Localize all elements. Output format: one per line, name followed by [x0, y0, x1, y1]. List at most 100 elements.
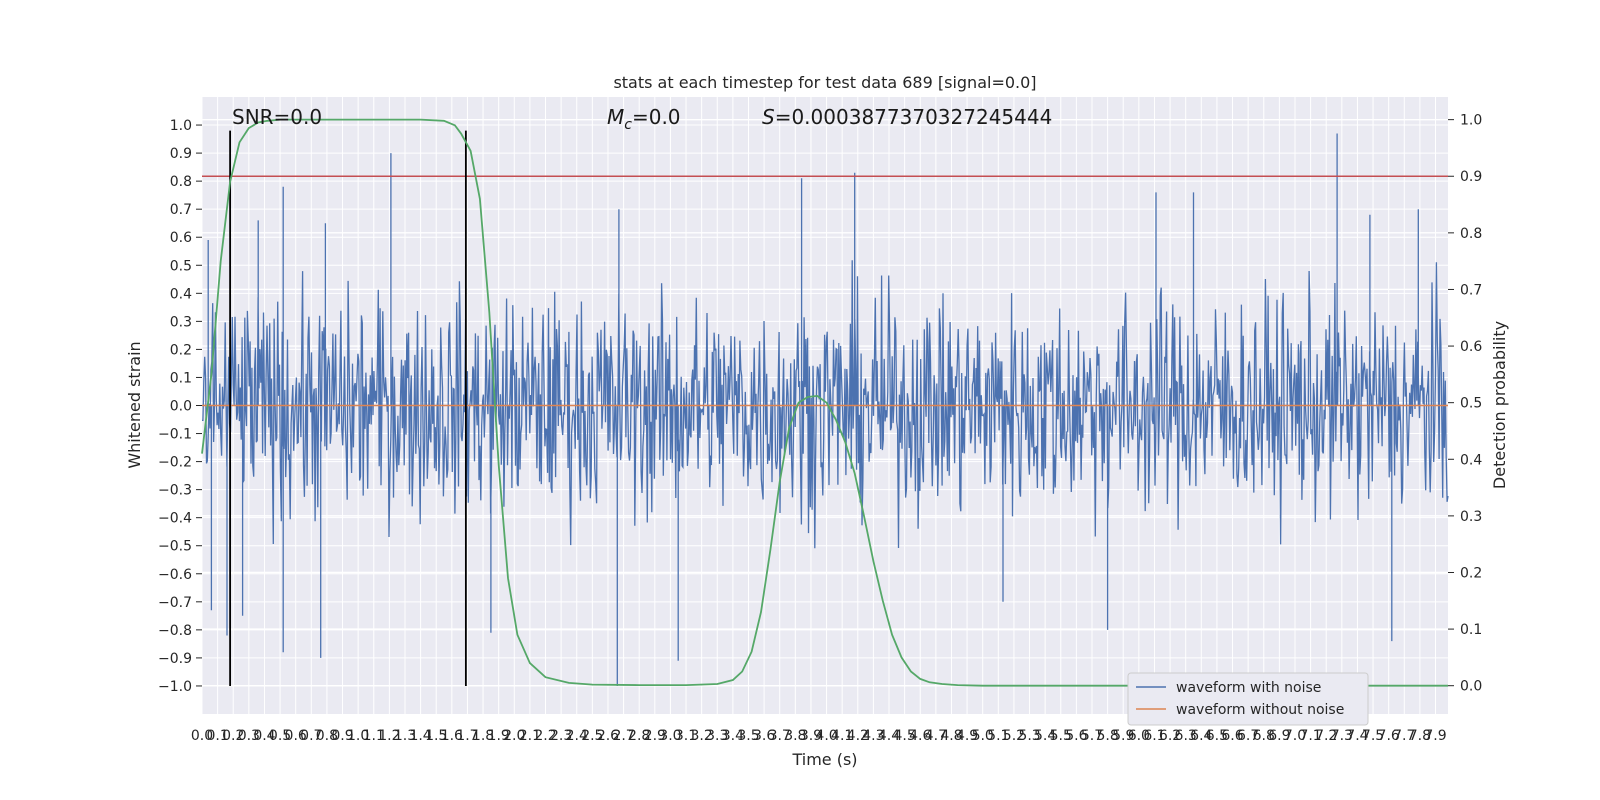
y-tick-label-left: 0.3	[170, 314, 192, 330]
x-tick-label: 0.6	[285, 728, 307, 744]
y-tick-label-right: 0.8	[1460, 226, 1482, 242]
x-tick-label: 4.3	[862, 728, 884, 744]
x-tick-label: 3.0	[659, 728, 681, 744]
x-tick-label: 4.7	[925, 728, 947, 744]
y-axis-label-right: Detection probability	[1490, 321, 1509, 489]
x-tick-label: 2.0	[503, 728, 525, 744]
x-tick-label: 3.4	[722, 728, 744, 744]
x-tick-label: 4.0	[815, 728, 837, 744]
y-tick-label-left: −0.5	[158, 539, 192, 555]
x-tick-label: 3.6	[753, 728, 775, 744]
x-tick-label: 7.0	[1284, 728, 1306, 744]
x-tick-label: 7.3	[1331, 728, 1353, 744]
x-tick-label: 6.6	[1221, 728, 1243, 744]
y-tick-label-left: 1.0	[170, 118, 192, 134]
mc-symbol: M	[607, 105, 624, 129]
x-tick-label: 3.1	[675, 728, 697, 744]
x-tick-label: 3.3	[706, 728, 728, 744]
x-tick-label: 4.6	[909, 728, 931, 744]
y-tick-label-left: −0.7	[158, 595, 192, 611]
x-tick-label: 1.7	[456, 728, 478, 744]
legend-entry-noise: waveform with noise	[1176, 680, 1321, 696]
x-tick-label: 7.8	[1409, 728, 1431, 744]
x-tick-label: 2.5	[581, 728, 603, 744]
x-tick-label: 0.4	[253, 728, 275, 744]
x-tick-label: 4.8	[940, 728, 962, 744]
x-tick-label: 2.6	[597, 728, 619, 744]
y-tick-label-left: 0.9	[170, 146, 192, 162]
y-tick-label-left: 0.2	[170, 342, 192, 358]
x-tick-label: 5.7	[1081, 728, 1103, 744]
mc-value: =0.0	[632, 105, 681, 129]
x-tick-label: 0.9	[331, 728, 353, 744]
x-tick-label: 4.1	[831, 728, 853, 744]
y-tick-label-right: 1.0	[1460, 113, 1482, 129]
y-tick-label-right: 0.2	[1460, 565, 1482, 581]
x-tick-label: 5.1	[987, 728, 1009, 744]
x-tick-label: 0.5	[269, 728, 291, 744]
x-tick-label: 1.1	[363, 728, 385, 744]
mc-annotation: Mc=0.0	[607, 105, 681, 133]
x-tick-label: 1.8	[472, 728, 494, 744]
x-tick-label: 2.4	[566, 728, 588, 744]
y-tick-label-left: −0.3	[158, 483, 192, 499]
y-tick-label-right: 0.4	[1460, 452, 1482, 468]
y-tick-label-left: −0.2	[158, 455, 192, 471]
x-tick-label: 6.2	[1159, 728, 1181, 744]
x-tick-label: 3.7	[769, 728, 791, 744]
x-tick-label: 1.0	[347, 728, 369, 744]
y-tick-label-right: 0.1	[1460, 622, 1482, 638]
y-tick-label-left: 0.6	[170, 230, 192, 246]
data-layer	[201, 118, 1449, 687]
annotations: SNR=0.0 Mc=0.0 S=0.0003877370327245444	[232, 105, 1052, 133]
x-tick-label: 2.7	[612, 728, 634, 744]
x-tick-label: 1.4	[409, 728, 431, 744]
x-tick-label: 5.6	[1065, 728, 1087, 744]
y-tick-label-left: 0.1	[170, 370, 192, 386]
x-tick-label: 7.9	[1424, 728, 1446, 744]
x-axis-label: Time (s)	[791, 750, 857, 769]
x-tick-label: 2.1	[519, 728, 541, 744]
y-tick-label-left: −0.1	[158, 427, 192, 443]
snr-annotation: SNR=0.0	[232, 105, 322, 129]
x-tick-label: 3.5	[737, 728, 759, 744]
x-tick-label: 4.2	[847, 728, 869, 744]
y-tick-label-right: 0.9	[1460, 169, 1482, 185]
x-tick-label: 0.3	[238, 728, 260, 744]
mc-subscript: c	[624, 117, 632, 133]
legend-entry-clean: waveform without noise	[1176, 702, 1344, 718]
x-tick-label: 4.4	[878, 728, 900, 744]
y-tick-label-left: −0.4	[158, 511, 192, 527]
x-tick-label: 7.6	[1378, 728, 1400, 744]
x-tick-label: 5.9	[1112, 728, 1134, 744]
series-detection-probability	[201, 118, 1448, 687]
x-tick-label: 5.3	[1018, 728, 1040, 744]
x-tick-label: 6.1	[1143, 728, 1165, 744]
y-tick-label-left: 0.0	[170, 399, 192, 415]
y-tick-label-right: 0.5	[1460, 396, 1482, 412]
x-tick-label: 3.8	[784, 728, 806, 744]
series-waveform-with-noise	[202, 133, 1449, 686]
x-tick-label: 0.8	[316, 728, 338, 744]
y-tick-label-left: 0.4	[170, 286, 192, 302]
y-axis-label-left: Whitened strain	[125, 341, 144, 468]
x-tick-label: 0.2	[222, 728, 244, 744]
x-tick-label: 3.9	[800, 728, 822, 744]
y-tick-label-left: −0.6	[158, 567, 192, 583]
y-tick-label-left: −0.8	[158, 623, 192, 639]
x-tick-label: 2.3	[550, 728, 572, 744]
x-tick-label: 5.4	[1034, 728, 1056, 744]
x-tick-label: 5.8	[1096, 728, 1118, 744]
y-tick-label-right: 0.0	[1460, 679, 1482, 695]
x-tick-label: 6.7	[1237, 728, 1259, 744]
x-tick-label: 4.9	[956, 728, 978, 744]
y-tick-label-right: 0.7	[1460, 282, 1482, 298]
chart-title: stats at each timestep for test data 689…	[613, 73, 1036, 92]
y-tick-label-left: 0.7	[170, 202, 192, 218]
x-tick-label: 7.2	[1315, 728, 1337, 744]
legend: waveform with noise waveform without noi…	[1127, 672, 1369, 726]
s-symbol: S	[762, 105, 775, 129]
x-tick-label: 3.2	[691, 728, 713, 744]
x-tick-label: 6.3	[1175, 728, 1197, 744]
x-tick-label: 2.9	[644, 728, 666, 744]
